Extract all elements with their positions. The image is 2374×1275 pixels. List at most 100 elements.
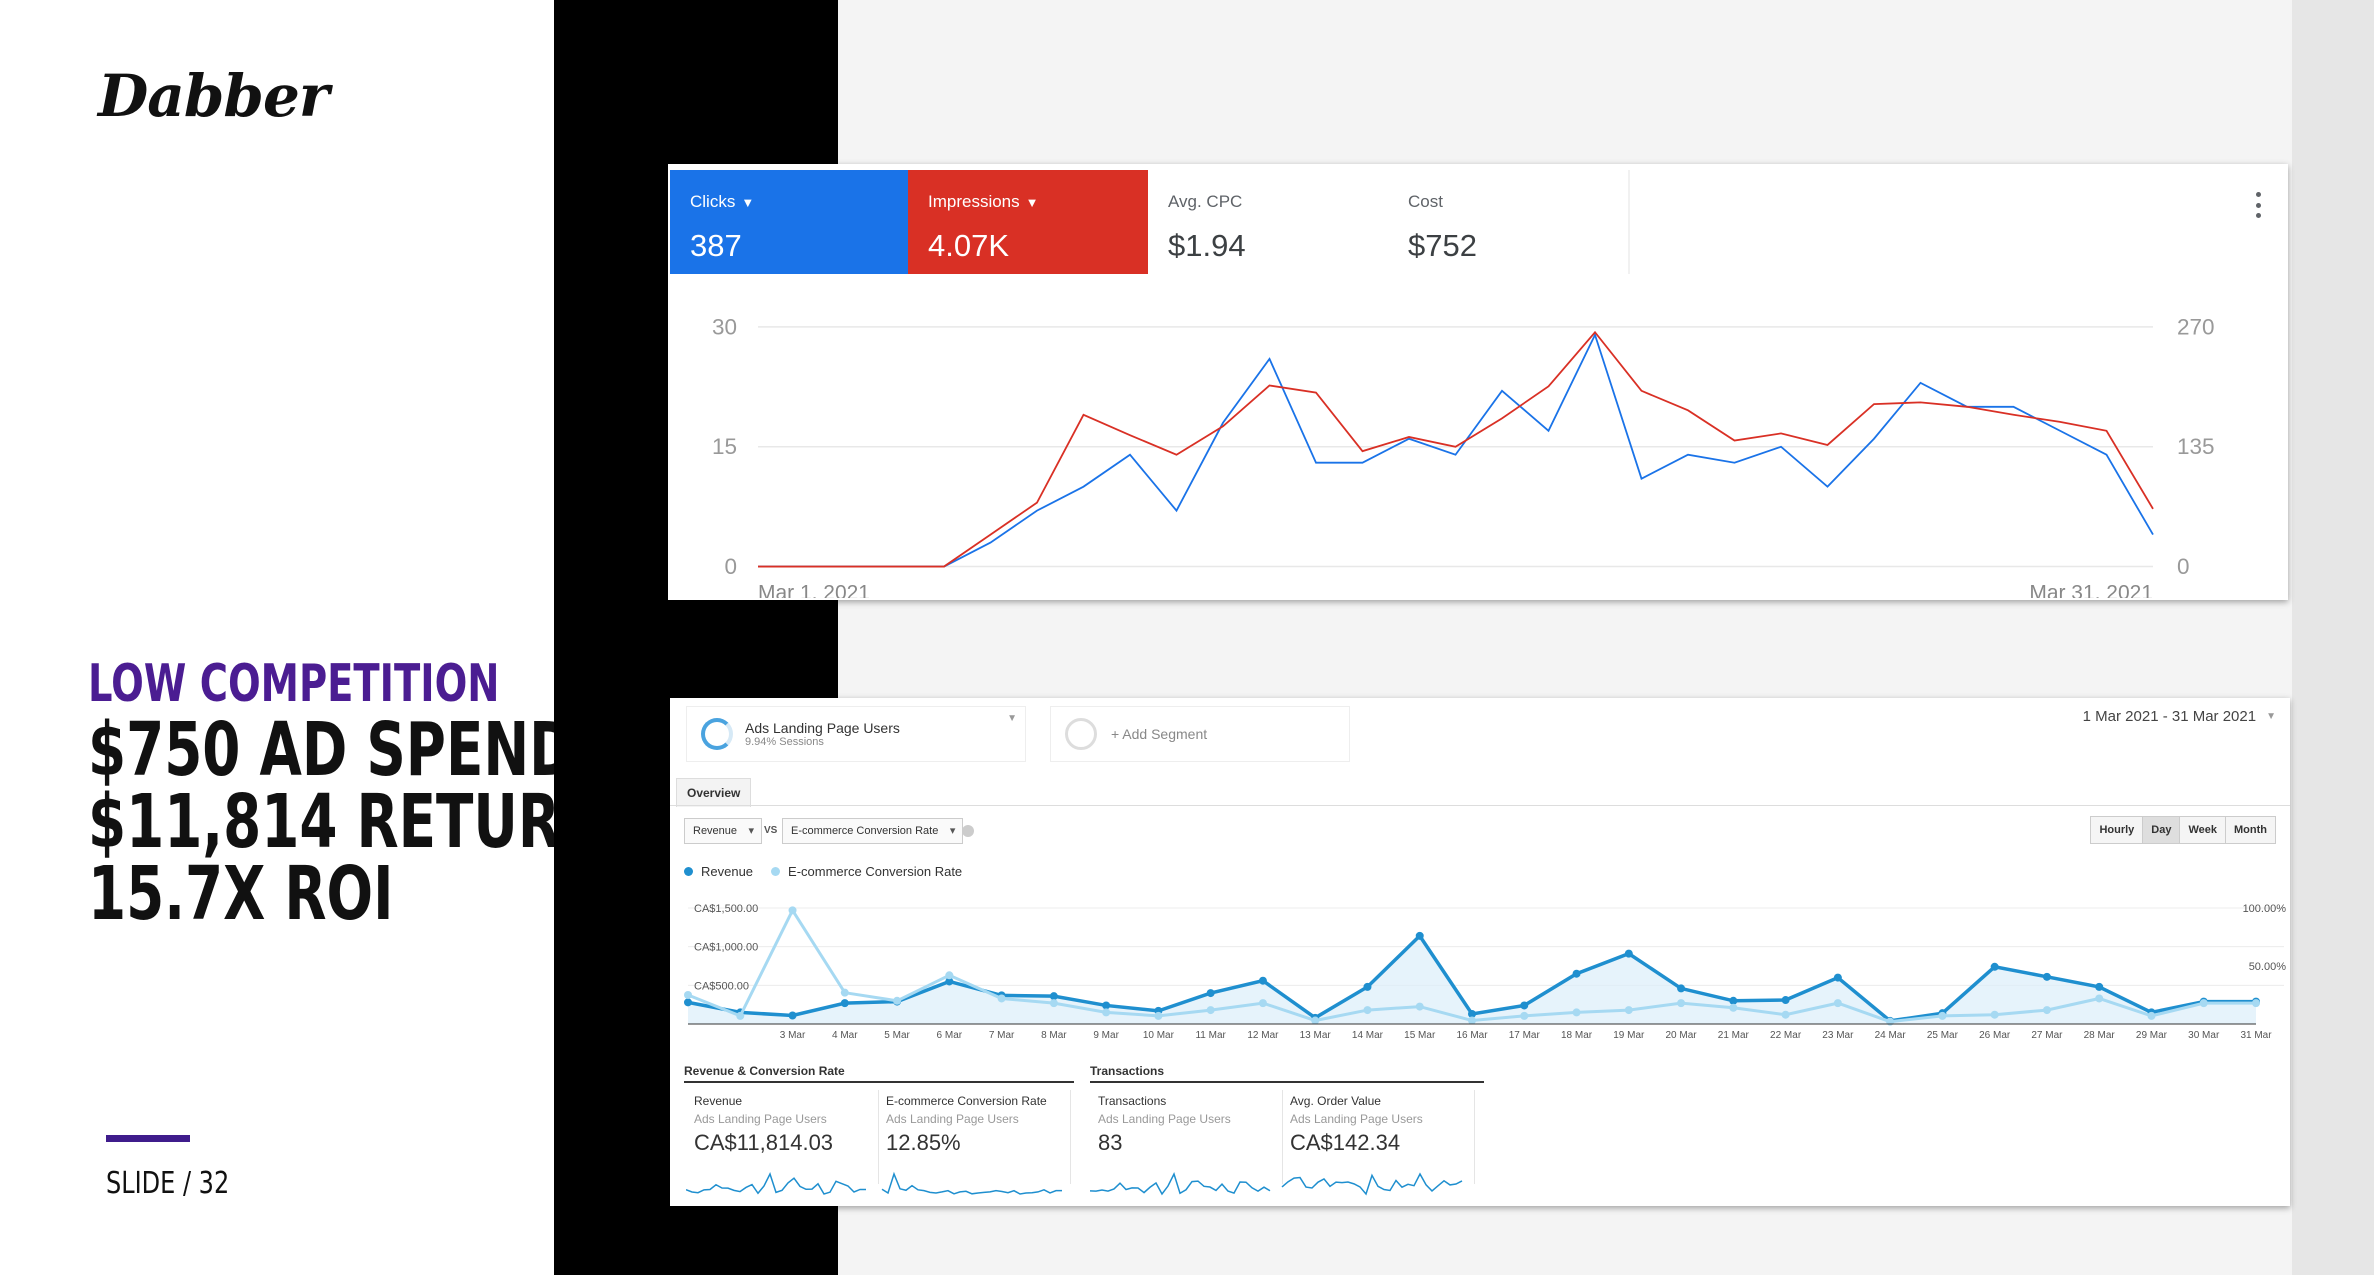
chevron-down-icon: ▼ — [2266, 711, 2276, 722]
data-point-conversion — [945, 971, 954, 980]
data-point-conversion — [1258, 999, 1267, 1008]
right-axis-tick: 50.00% — [2249, 961, 2287, 973]
right-strip — [2292, 0, 2374, 1275]
x-tick-label: 12 Mar — [1247, 1030, 1279, 1041]
left-axis-tick: CA$1,000.00 — [694, 942, 758, 954]
kpi-clicks[interactable]: Clicks ▼ 387 — [670, 170, 908, 274]
data-point-conversion — [684, 991, 692, 999]
date-range-picker[interactable]: 1 Mar 2021 - 31 Mar 2021 ▼ — [2083, 708, 2276, 725]
data-point-conversion — [1624, 1006, 1633, 1015]
data-point-revenue — [2095, 982, 2104, 991]
headline-return: $11,814 RETURN — [88, 779, 606, 865]
data-point-revenue — [1833, 973, 1842, 982]
sparkline — [881, 1171, 1062, 1195]
kpi-clicks-value: 387 — [690, 228, 742, 263]
series-line-clicks — [758, 335, 2153, 567]
add-segment-label: + Add Segment — [1111, 726, 1208, 742]
x-tick-label: 13 Mar — [1300, 1030, 1332, 1041]
slide-number: SLIDE / 32 — [106, 1166, 230, 1201]
kpi-clicks-label: Clicks — [690, 192, 736, 211]
tab-overview[interactable]: Overview — [676, 778, 752, 807]
stat-segment: Ads Landing Page Users — [1290, 1112, 1423, 1126]
segment-title: Ads Landing Page Users — [745, 720, 900, 736]
data-point-conversion — [2147, 1011, 2156, 1020]
stat-name: E-commerce Conversion Rate — [886, 1094, 1047, 1108]
stat-value: CA$11,814.03 — [694, 1130, 834, 1155]
left-axis-tick: 0 — [724, 554, 737, 579]
left-axis-tick: CA$1,500.00 — [694, 903, 758, 915]
data-point-conversion — [1311, 1016, 1320, 1025]
data-point-revenue — [1729, 996, 1738, 1005]
data-point-revenue — [1677, 984, 1686, 993]
data-point-conversion — [2199, 999, 2208, 1008]
data-point-revenue — [1468, 1009, 1476, 1018]
kpi-cost-label: Cost — [1408, 192, 1443, 211]
x-end-label: Mar 31, 2021 — [2029, 582, 2153, 598]
data-point-conversion — [997, 994, 1006, 1003]
x-tick-label: 15 Mar — [1404, 1030, 1436, 1041]
legend-conversion-label: E-commerce Conversion Rate — [788, 864, 963, 879]
more-vert-icon[interactable] — [2256, 192, 2264, 218]
metric-select-revenue[interactable]: Revenue — [684, 818, 763, 844]
kpi-impressions[interactable]: Impressions ▼ 4.07K — [908, 170, 1148, 274]
x-tick-label: 24 Mar — [1875, 1030, 1907, 1041]
data-point-conversion — [1206, 1006, 1215, 1015]
data-point-conversion — [1938, 1011, 1947, 1020]
data-point-conversion — [1520, 1011, 1529, 1020]
data-point-conversion — [1572, 1008, 1581, 1017]
granularity-week[interactable]: Week — [2180, 817, 2227, 843]
x-tick-label: 25 Mar — [1927, 1030, 1959, 1041]
sparkline — [1281, 1172, 1463, 1196]
stat-avg-order-value[interactable]: Avg. Order Value Ads Landing Page Users … — [1282, 1094, 1472, 1156]
granularity-day[interactable]: Day — [2143, 817, 2181, 843]
segment-ads-landing-page-users[interactable]: Ads Landing Page Users 9.94% Sessions ▼ — [686, 706, 1026, 762]
headline-roi: 15.7X ROI — [88, 851, 394, 937]
stat-value: CA$142.34 — [1290, 1130, 1401, 1155]
sparkline — [1089, 1171, 1271, 1196]
clear-metric-icon[interactable] — [962, 825, 974, 837]
x-tick-label: 11 Mar — [1195, 1030, 1226, 1041]
stat-segment: Ads Landing Page Users — [886, 1112, 1019, 1126]
x-tick-label: 7 Mar — [989, 1030, 1015, 1041]
data-point-revenue — [788, 1011, 797, 1020]
right-axis-tick: 135 — [2177, 434, 2215, 459]
kpi-avg-cpc-label: Avg. CPC — [1168, 192, 1243, 211]
chevron-down-icon[interactable]: ▼ — [1007, 713, 1017, 724]
dabber-logo: Dabber — [98, 62, 329, 130]
headline-low-competition: LOW COMPETITION — [88, 654, 500, 714]
x-tick-label: 16 Mar — [1456, 1030, 1488, 1041]
legend-dot-icon — [771, 867, 781, 876]
data-point-revenue — [1258, 976, 1267, 985]
caret-down-icon: ▼ — [741, 194, 755, 210]
granularity-month[interactable]: Month — [2226, 817, 2275, 843]
segment-subtitle: 9.94% Sessions — [745, 736, 824, 748]
data-point-revenue — [1520, 1001, 1529, 1010]
right-axis-tick: 270 — [2177, 314, 2215, 339]
metric-select-conversion-rate[interactable]: E-commerce Conversion Rate — [782, 818, 964, 844]
data-point-conversion — [1415, 1002, 1424, 1011]
summary-group-revenue: Revenue & Conversion Rate — [684, 1064, 1074, 1083]
stat-transactions[interactable]: Transactions Ads Landing Page Users 83 — [1090, 1094, 1280, 1156]
data-point-conversion — [1049, 999, 1058, 1008]
stat-conversion-rate[interactable]: E-commerce Conversion Rate Ads Landing P… — [878, 1094, 1068, 1156]
google-ads-performance-card: Clicks ▼ 387 Impressions ▼ 4.07K Avg. CPC … — [668, 164, 2288, 600]
date-range-label: 1 Mar 2021 - 31 Mar 2021 — [2082, 708, 2257, 725]
x-start-label: Mar 1, 2021 — [758, 582, 870, 598]
data-point-revenue — [1572, 969, 1581, 978]
chart-legend: Revenue E-commerce Conversion Rate — [684, 864, 962, 879]
headline-ad-spend: $750 AD SPEND — [88, 707, 575, 793]
vs-label: VS — [764, 825, 778, 836]
data-point-conversion — [1102, 1008, 1111, 1017]
x-tick-label: 23 Mar — [1822, 1030, 1854, 1041]
kpi-cost[interactable]: Cost $752 — [1388, 170, 1628, 274]
left-axis-tick: 30 — [712, 314, 737, 339]
kpi-avg-cpc[interactable]: Avg. CPC $1.94 — [1148, 170, 1388, 274]
x-tick-label: 18 Mar — [1561, 1030, 1593, 1041]
x-tick-label: 8 Mar — [1041, 1030, 1067, 1041]
add-segment-button[interactable]: + Add Segment — [1050, 706, 1350, 762]
stat-separator — [1070, 1090, 1071, 1184]
granularity-hourly[interactable]: Hourly — [2091, 817, 2144, 843]
kpi-impressions-value: 4.07K — [928, 228, 1010, 263]
x-tick-label: 27 Mar — [2031, 1030, 2063, 1041]
stat-revenue[interactable]: Revenue Ads Landing Page Users CA$11,814… — [686, 1094, 876, 1156]
